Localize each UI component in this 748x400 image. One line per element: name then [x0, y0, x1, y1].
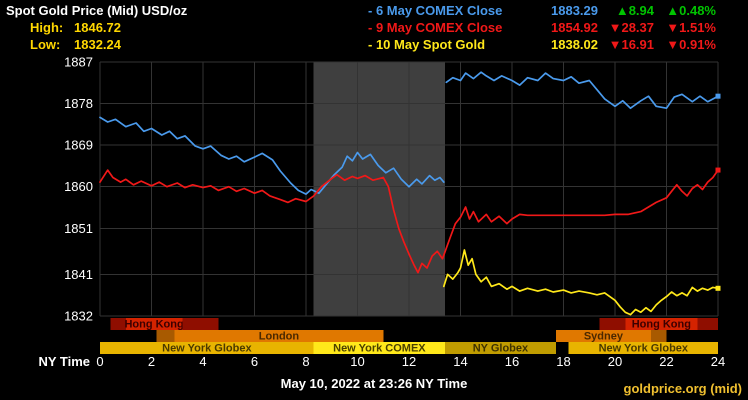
legend-value: 1838.02	[551, 37, 598, 52]
legend-row-6may-comex: - 6 May COMEX Close 1883.29 ▲8.94 ▲0.48%	[368, 3, 716, 18]
svg-text:New York Globex: New York Globex	[599, 343, 689, 355]
legend-change-pct: ▲0.48%	[666, 3, 716, 18]
svg-text:22: 22	[659, 354, 673, 369]
svg-text:Hong Kong: Hong Kong	[124, 319, 183, 331]
legend-change-pct: ▼1.51%	[666, 20, 716, 35]
legend-change-pct: ▼0.91%	[666, 37, 716, 52]
svg-text:1841: 1841	[64, 267, 93, 282]
svg-text:14: 14	[453, 354, 467, 369]
svg-text:6: 6	[251, 354, 258, 369]
svg-text:1832: 1832	[64, 309, 93, 324]
svg-text:London: London	[259, 331, 300, 343]
high-value: 1846.72	[74, 20, 121, 35]
svg-text:16: 16	[505, 354, 519, 369]
svg-text:1869: 1869	[64, 138, 93, 153]
svg-text:4: 4	[199, 354, 206, 369]
legend-row-10may-spot: - 10 May Spot Gold 1838.02 ▼16.91 ▼0.91%	[368, 37, 716, 52]
legend-change: ▲8.94	[615, 3, 654, 18]
svg-text:1887: 1887	[64, 55, 93, 70]
svg-text:Sydney: Sydney	[584, 331, 624, 343]
svg-text:New York Globex: New York Globex	[162, 343, 252, 355]
svg-text:2: 2	[148, 354, 155, 369]
svg-text:24: 24	[711, 354, 725, 369]
timestamp: May 10, 2022 at 23:26 NY Time	[280, 376, 468, 391]
svg-text:20: 20	[608, 354, 622, 369]
svg-text:1860: 1860	[64, 179, 93, 194]
svg-text:Hong Kong: Hong Kong	[632, 319, 691, 331]
svg-text:18: 18	[556, 354, 570, 369]
svg-text:10: 10	[350, 354, 364, 369]
legend-row-9may-comex: - 9 May COMEX Close 1854.92 ▼28.37 ▼1.51…	[368, 20, 716, 35]
svg-text:NY Time: NY Time	[38, 354, 90, 369]
legend-change: ▼28.37	[608, 20, 654, 35]
legend-value: 1854.92	[551, 20, 598, 35]
svg-text:NY Globex: NY Globex	[473, 343, 529, 355]
svg-text:New York COMEX: New York COMEX	[333, 343, 426, 355]
svg-text:1878: 1878	[64, 96, 93, 111]
high-label: High:	[30, 20, 64, 35]
high-row: High: 1846.72	[30, 20, 121, 35]
source-attribution-link[interactable]: goldprice.org (mid)	[623, 381, 742, 396]
legend-label: - 10 May Spot Gold	[368, 37, 486, 52]
svg-text:12: 12	[402, 354, 416, 369]
legend-label: - 9 May COMEX Close	[368, 20, 503, 35]
svg-text:0: 0	[96, 354, 103, 369]
svg-text:1851: 1851	[64, 221, 93, 236]
low-label: Low:	[30, 37, 61, 52]
legend-label: - 6 May COMEX Close	[368, 3, 503, 18]
legend-change: ▼16.91	[608, 37, 654, 52]
low-row: Low: 1832.24	[30, 37, 121, 52]
low-value: 1832.24	[74, 37, 121, 52]
svg-text:8: 8	[302, 354, 309, 369]
legend-value: 1883.29	[551, 3, 598, 18]
page-title: Spot Gold Price (Mid) USD/oz	[6, 3, 188, 18]
